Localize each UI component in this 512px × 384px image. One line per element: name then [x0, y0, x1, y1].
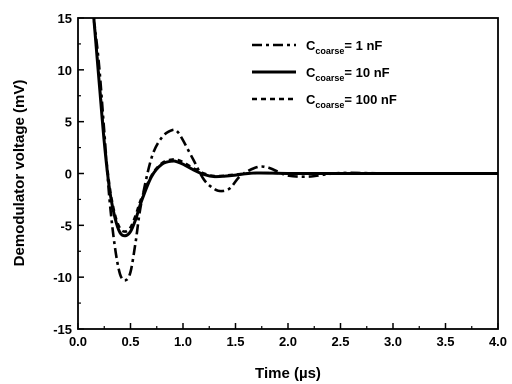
legend: Ccoarse= 1 nF Ccoarse= 10 nF Ccoarse= 100 …	[252, 38, 397, 110]
plot-frame	[77, 17, 499, 330]
y-tick-label: 5	[65, 115, 72, 130]
x-tick-label: 2.5	[331, 334, 349, 349]
y-tick-label: -10	[53, 270, 72, 285]
legend-label-3: Ccoarse= 100 nF	[306, 92, 397, 110]
x-tick-label: 4.0	[489, 334, 507, 349]
series-line-1	[92, 18, 498, 282]
x-tick-label: 0.0	[69, 334, 87, 349]
series-line-2	[92, 18, 498, 238]
x-tick-label: 3.0	[384, 334, 402, 349]
y-tick-label: 15	[58, 11, 72, 26]
legend-label-2: Ccoarse= 10 nF	[306, 65, 390, 83]
series-layer	[92, 18, 498, 282]
y-tick-label: 0	[65, 167, 72, 182]
y-axis-title: Demodulator voltage (mV)	[11, 80, 28, 267]
legend-label-1: Ccoarse= 1 nF	[306, 38, 382, 56]
x-tick-label: 1.0	[174, 334, 192, 349]
y-tick-label: -5	[60, 218, 72, 233]
x-tick-label: 0.5	[121, 334, 139, 349]
x-tick-label: 1.5	[226, 334, 244, 349]
x-tick-label: 2.0	[279, 334, 297, 349]
y-axis-ticks: 15 10 5 0 -5 -10 -15	[53, 11, 84, 337]
y-tick-label: 10	[58, 63, 72, 78]
y-tick-label: -15	[53, 322, 72, 337]
series-line-3	[92, 18, 498, 233]
x-axis-title: Time (µs)	[255, 365, 321, 382]
x-axis-ticks: 0.0 0.5 1.0 1.5 2.0 2.5 3.0 3.5 4.0	[69, 323, 507, 349]
x-tick-label: 3.5	[436, 334, 454, 349]
